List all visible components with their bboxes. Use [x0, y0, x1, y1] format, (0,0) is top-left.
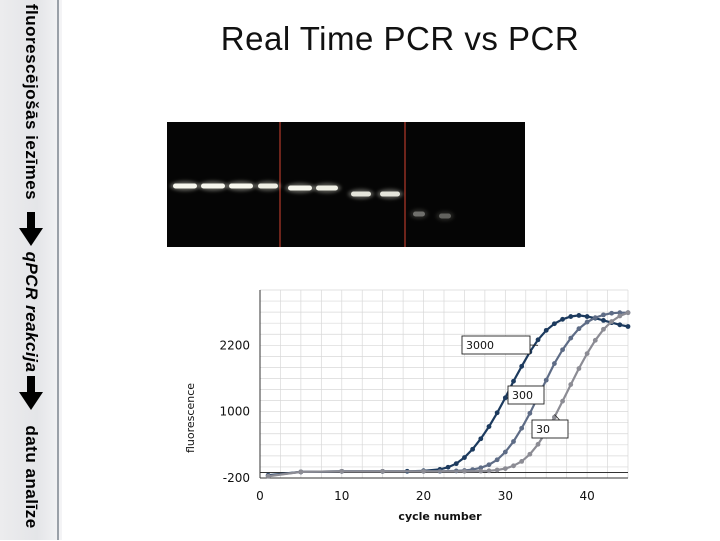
data-point [495, 468, 500, 473]
x-tick-label: 30 [498, 489, 513, 503]
data-point [339, 469, 344, 474]
data-point [487, 468, 492, 473]
data-point [568, 382, 573, 387]
gel-band [229, 184, 253, 189]
data-point [503, 450, 508, 455]
data-point [527, 411, 532, 416]
data-point [519, 426, 524, 431]
data-point [568, 314, 573, 319]
data-point [560, 347, 565, 352]
data-point [421, 469, 426, 474]
data-point [470, 447, 475, 452]
data-point [511, 379, 516, 384]
step-label-data-analysis: datu analīze [21, 425, 41, 528]
data-point [380, 469, 385, 474]
gel-band [173, 184, 197, 189]
sidebar: fluorescējošās iezīmes qPCR reakcija dat… [0, 0, 62, 540]
y-tick-label: 1000 [219, 405, 250, 419]
x-tick-label: 0 [256, 489, 264, 503]
data-point [462, 455, 467, 460]
data-point [617, 314, 622, 319]
data-point [446, 465, 451, 470]
data-point [593, 338, 598, 343]
arrow-down-icon [19, 212, 43, 246]
data-point [560, 317, 565, 322]
data-point [503, 395, 508, 400]
data-point [495, 457, 500, 462]
data-point [626, 324, 631, 329]
sidebar-divider [57, 0, 59, 540]
y-axis-label: fluorescence [184, 383, 197, 453]
arrow-down-icon [19, 376, 43, 410]
series-label-3000: 3000 [466, 339, 494, 352]
x-tick-label: 10 [334, 489, 349, 503]
gel-band [413, 212, 425, 217]
series-label-300: 300 [512, 389, 533, 402]
data-point [568, 336, 573, 341]
data-point [577, 313, 582, 318]
series-label-30: 30 [536, 423, 550, 436]
slide-title: Real Time PCR vs PCR [160, 20, 640, 58]
data-point [487, 424, 492, 429]
data-point [298, 470, 303, 475]
data-point [617, 322, 622, 327]
data-point [552, 415, 557, 420]
data-point [495, 410, 500, 415]
data-point [544, 378, 549, 383]
data-point [266, 474, 271, 479]
x-tick-label: 20 [416, 489, 431, 503]
gel-band [351, 192, 371, 197]
gel-band [380, 192, 400, 197]
data-point [577, 326, 582, 331]
x-axis-label: cycle number [398, 510, 482, 523]
data-point [593, 315, 598, 320]
step-label-qpcr-reaction: qPCR reakcija [21, 252, 41, 373]
data-point [527, 452, 532, 457]
data-point [626, 310, 631, 315]
data-point [601, 318, 606, 323]
gel-band [258, 184, 278, 189]
data-point [454, 461, 459, 466]
gel-band [439, 214, 451, 219]
data-point [552, 361, 557, 366]
data-point [544, 328, 549, 333]
data-point [478, 469, 483, 474]
data-point [519, 364, 524, 369]
gel-band [288, 186, 312, 191]
data-point [552, 321, 557, 326]
gel-band [201, 184, 225, 189]
data-point [601, 312, 606, 317]
data-point [585, 314, 590, 319]
data-point [536, 337, 541, 342]
x-tick-label: 40 [579, 489, 594, 503]
data-point [536, 442, 541, 447]
data-point [487, 462, 492, 467]
step-label-fluorescent-labels: fluorescējošās iezīmes [21, 4, 41, 200]
data-point [577, 366, 582, 371]
data-point [601, 327, 606, 332]
data-point [609, 319, 614, 324]
y-tick-label: 2200 [219, 338, 250, 352]
data-point [609, 311, 614, 316]
gel-electrophoresis-image [167, 122, 525, 247]
data-point [585, 351, 590, 356]
y-tick-label: -200 [223, 471, 250, 485]
data-point [462, 469, 467, 474]
data-point [585, 320, 590, 325]
data-point [519, 459, 524, 464]
data-point [560, 399, 565, 404]
data-point [511, 463, 516, 468]
data-point [503, 466, 508, 471]
data-point [478, 436, 483, 441]
data-point [511, 439, 516, 444]
gel-band [316, 186, 338, 191]
amplification-chart: 3000 300 30 0 10 20 30 40 -200 1000 2200 fluoresc… [176, 268, 646, 541]
